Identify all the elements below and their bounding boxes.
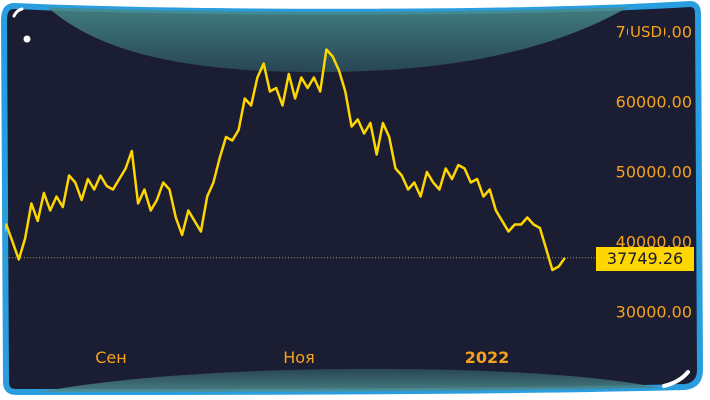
- corner-highlight-top-left: [12, 7, 24, 18]
- x-tick-label: Ноя: [283, 348, 315, 367]
- top-wave: [40, 4, 640, 73]
- corner-highlight-bottom-right: [662, 370, 690, 388]
- price-series-line: [4, 48, 567, 272]
- currency-label: USD: [628, 22, 665, 42]
- last-price-badge: 37749.26: [596, 247, 694, 271]
- y-tick-label: 60000.00: [615, 92, 692, 112]
- x-tick-label: Сен: [95, 348, 127, 367]
- bottom-wave: [4, 368, 700, 392]
- y-tick-label: 50000.00: [615, 162, 692, 182]
- y-tick-label: 40000.00: [615, 232, 692, 252]
- x-tick-label: 2022: [464, 348, 510, 367]
- y-tick-label: 30000.00: [615, 302, 692, 322]
- corner-dot-top-left: [23, 35, 31, 43]
